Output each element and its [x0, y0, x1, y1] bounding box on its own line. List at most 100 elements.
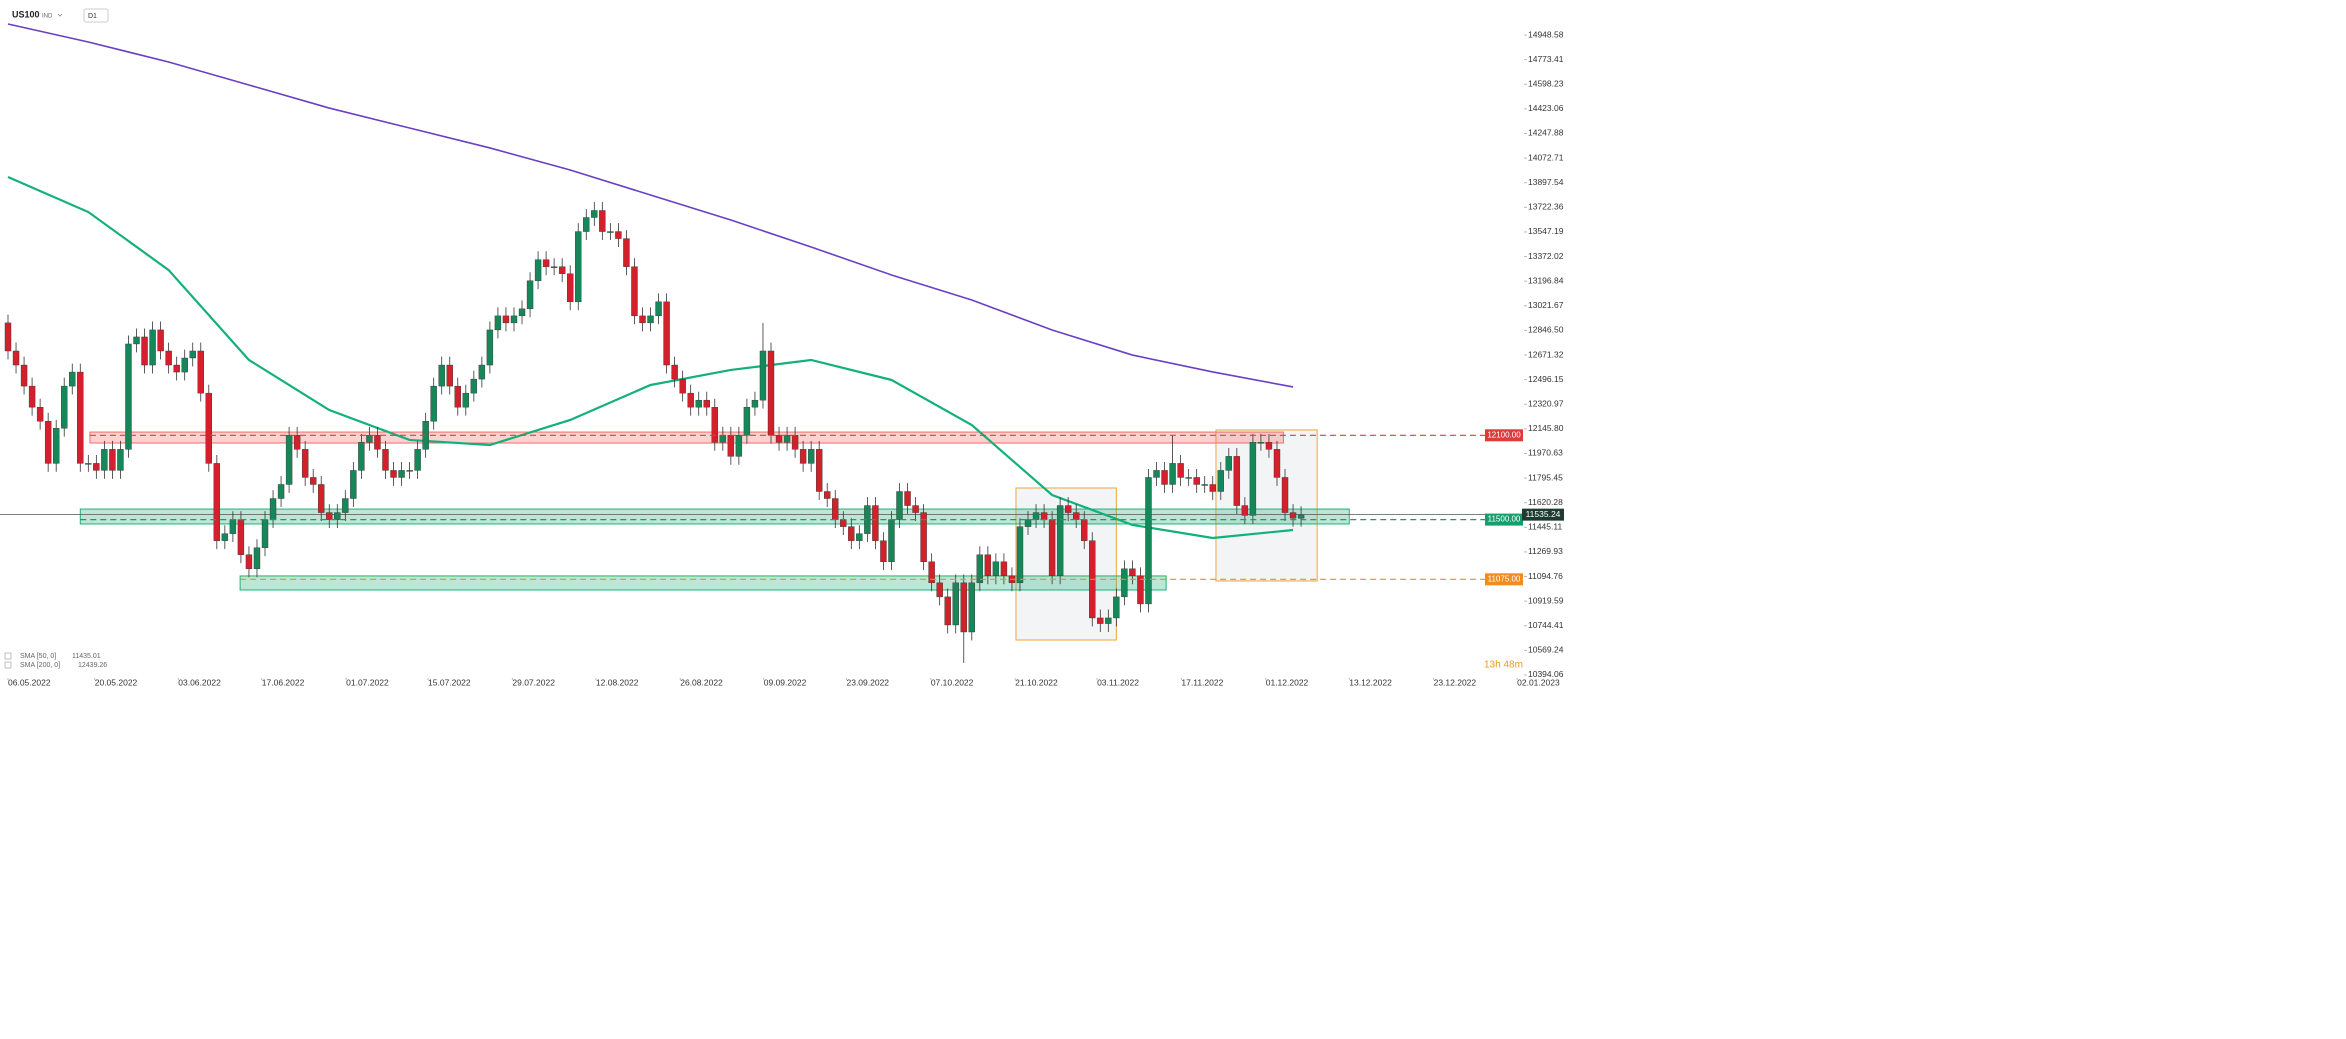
- candle-body: [1121, 568, 1128, 598]
- candle-body: [832, 498, 839, 520]
- candle-body: [293, 435, 301, 450]
- y-tick-label: 14072.71: [1528, 152, 1564, 162]
- candle-body: [374, 435, 381, 450]
- candle-body: [1233, 456, 1241, 506]
- y-tick-label: 14773.41: [1528, 54, 1564, 64]
- y-tick-label: 11445.11: [1528, 522, 1562, 532]
- candle-body: [4, 322, 12, 352]
- candle-body: [1217, 470, 1224, 492]
- candle-body: [318, 484, 325, 513]
- candle-body: [679, 378, 686, 394]
- candle-body: [173, 364, 180, 373]
- candle-body: [1064, 505, 1072, 513]
- y-tick-label: 14423.06: [1528, 103, 1564, 113]
- candle-body: [157, 329, 164, 352]
- legend-name: SMA [200, 0]: [20, 662, 60, 669]
- x-tick-label: 01.12.2022: [1266, 677, 1309, 687]
- candle-body: [558, 266, 566, 274]
- candle-body: [1241, 505, 1249, 516]
- x-tick-label: 15.07.2022: [428, 677, 471, 687]
- candle-body: [599, 210, 606, 232]
- candle-body: [261, 519, 269, 548]
- candle-body: [438, 364, 445, 387]
- level-label: 11075.00: [1488, 574, 1521, 583]
- candle-body: [52, 428, 60, 464]
- candle-body: [799, 449, 807, 464]
- zone: [239, 575, 1167, 591]
- y-tick-label: 12145.80: [1528, 423, 1564, 433]
- candle-body: [591, 210, 598, 218]
- candle-body: [904, 491, 911, 506]
- y-tick-label: 10569.24: [1528, 645, 1564, 655]
- timeframe[interactable]: D1: [88, 13, 97, 20]
- x-tick-label: 03.06.2022: [178, 677, 221, 687]
- y-tick-label: 10919.59: [1528, 595, 1564, 605]
- candle-body: [486, 329, 494, 366]
- candle-body: [301, 449, 309, 478]
- candle-body: [406, 470, 413, 472]
- candle-body: [430, 385, 437, 422]
- y-tick-label: 10394.06: [1528, 669, 1564, 679]
- candle-body: [928, 561, 935, 584]
- candle-body: [1040, 512, 1048, 520]
- analysis-box: [1215, 429, 1318, 582]
- candle-body: [824, 491, 831, 499]
- candle-body: [1289, 512, 1297, 519]
- candle-body: [342, 498, 349, 513]
- y-tick-label: 13372.02: [1528, 251, 1564, 261]
- candle-body: [840, 519, 847, 527]
- y-tick-label: 13897.54: [1528, 177, 1564, 187]
- x-tick-label: 07.10.2022: [931, 677, 974, 687]
- candle-body: [815, 449, 823, 492]
- candle-body: [1032, 512, 1040, 520]
- candle-body: [510, 315, 518, 324]
- candle-body: [253, 547, 261, 569]
- candle-body: [550, 266, 558, 268]
- candle-body: [1161, 470, 1168, 485]
- candle-body: [1177, 463, 1184, 478]
- candle-body: [1153, 470, 1160, 478]
- x-tick-label: 09.09.2022: [764, 677, 807, 687]
- candle-body: [703, 399, 710, 408]
- candle-body: [470, 378, 478, 394]
- dropdown-icon[interactable]: [57, 13, 63, 17]
- legend-name: SMA [50, 0]: [20, 653, 56, 660]
- x-tick-label: 02.01.2023: [1517, 677, 1560, 687]
- level-label-box: [1485, 429, 1523, 442]
- candle-body: [478, 364, 486, 380]
- plot: 14948.58 14773.41 14598.23 14423.06 14247.88…: [0, 23, 1564, 687]
- candle-body: [398, 470, 405, 478]
- candle-body: [277, 484, 285, 499]
- candle-body: [1145, 477, 1152, 605]
- candle-body: [647, 315, 654, 324]
- candle-body: [85, 463, 92, 465]
- candle-body: [518, 308, 526, 317]
- candle-body: [221, 533, 229, 541]
- candle-body: [20, 364, 28, 387]
- candle-body: [1265, 442, 1273, 450]
- y-tick-label: 11970.63: [1528, 448, 1563, 458]
- candle-body: [1201, 484, 1208, 486]
- candle-body: [366, 435, 373, 443]
- last-price-box: [1522, 508, 1564, 521]
- candle-body: [101, 449, 108, 471]
- candle-body: [149, 329, 156, 366]
- candle-body: [655, 301, 662, 317]
- candle-body: [727, 435, 735, 457]
- y-tick-label: 14948.58: [1528, 29, 1564, 39]
- candle-body: [285, 435, 293, 485]
- candle-body: [607, 231, 614, 233]
- candle-body: [623, 238, 630, 267]
- timeframe-select[interactable]: [83, 8, 109, 23]
- countdown: 13h 48m: [1484, 660, 1523, 671]
- candle-body: [639, 315, 646, 324]
- candle-body: [743, 406, 751, 436]
- candle-body: [237, 519, 245, 555]
- y-tick-label: 11269.93: [1528, 546, 1563, 556]
- candle-body: [767, 350, 775, 436]
- legend-swatch: [4, 652, 12, 660]
- candle-body: [165, 350, 172, 366]
- candle-body: [28, 385, 36, 408]
- candle-body: [61, 385, 68, 429]
- y-tick-label: 12846.50: [1528, 325, 1564, 335]
